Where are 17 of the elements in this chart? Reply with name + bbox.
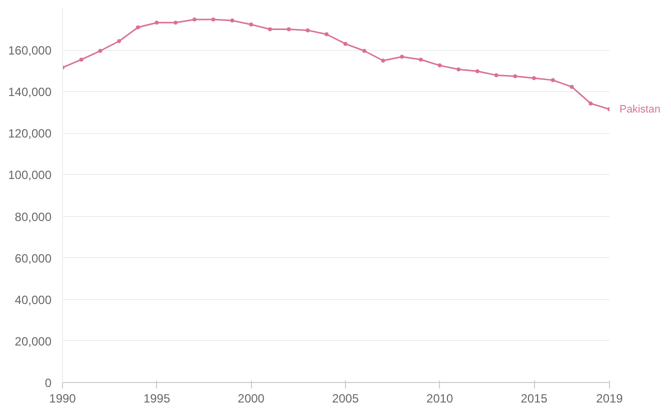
y-tick-label: 60,000 [14, 251, 52, 266]
x-tick-label: 1995 [143, 392, 170, 406]
y-tick-label: 20,000 [14, 334, 52, 348]
y-tick-label: 80,000 [14, 210, 52, 224]
y-tick-label: 160,000 [8, 44, 52, 58]
y-tick-label: 100,000 [8, 168, 52, 182]
y-tick-label: 0 [44, 376, 52, 390]
x-tick-label: 2010 [426, 392, 454, 406]
x-tick-label: 2005 [332, 392, 360, 406]
y-tick-label: 40,000 [14, 292, 52, 307]
y-tick-label: 140,000 [8, 85, 52, 100]
x-tick-label: 2019 [596, 392, 624, 406]
y-tick-label: 120,000 [8, 126, 52, 141]
series-label: Pakistan [620, 103, 660, 116]
x-tick-label: 1990 [49, 392, 76, 406]
x-tick-label: 2000 [238, 392, 265, 406]
x-tick-label: 2015 [520, 392, 548, 406]
